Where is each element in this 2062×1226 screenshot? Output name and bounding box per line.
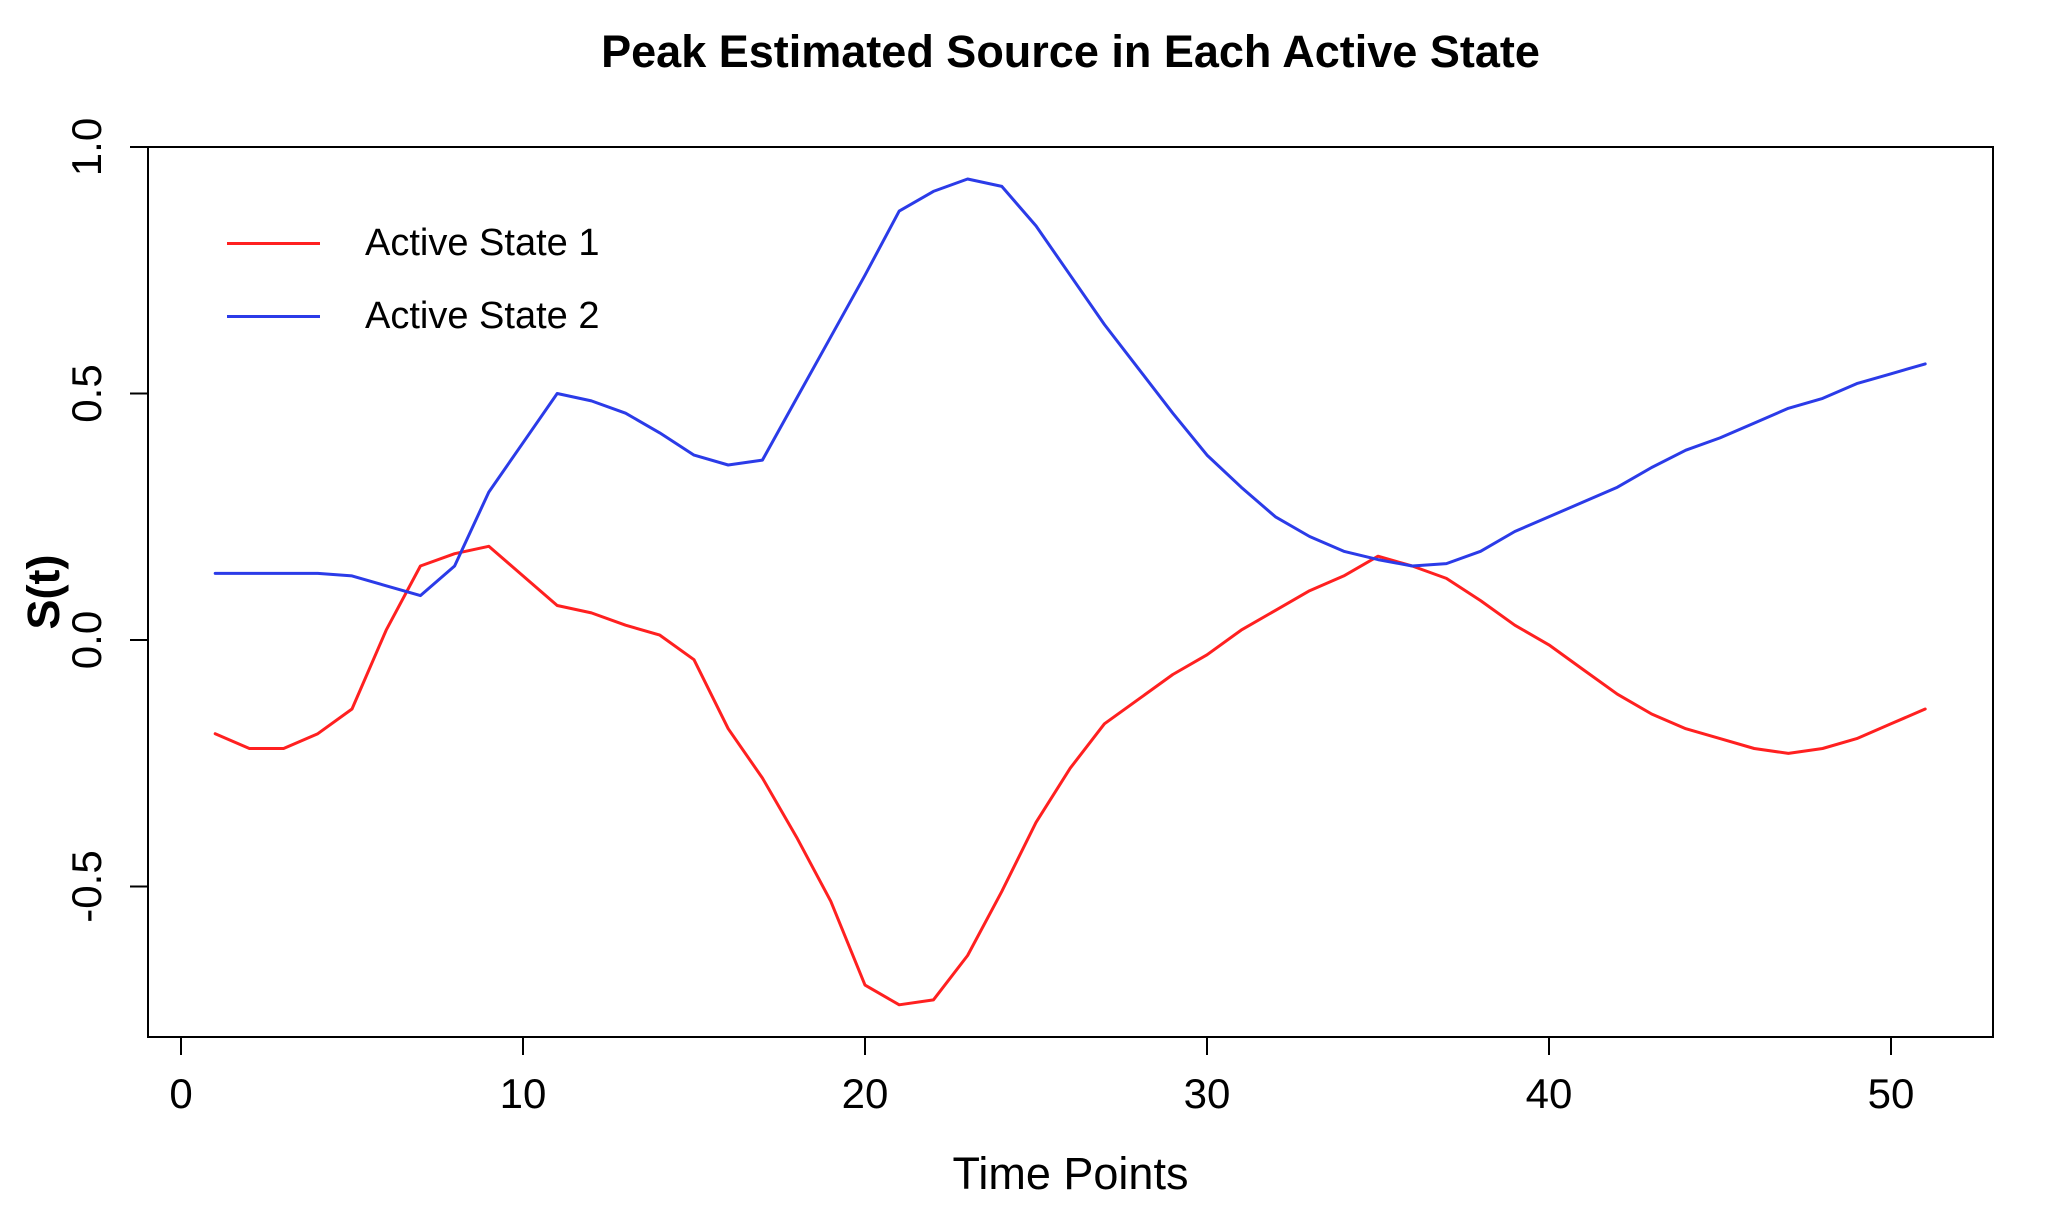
y-tick-label: 1.0 <box>63 118 110 176</box>
x-axis-title: Time Points <box>952 1148 1189 1199</box>
y-tick-label: 0.0 <box>63 611 110 669</box>
x-tick-label: 40 <box>1526 1070 1573 1117</box>
chart-title: Peak Estimated Source in Each Active Sta… <box>601 26 1540 77</box>
y-tick-label: 0.5 <box>63 364 110 422</box>
series-line-active-state-2 <box>213 177 1927 598</box>
legend-label: Active State 1 <box>365 222 600 264</box>
series-line-active-state-1 <box>213 544 1927 1007</box>
legend-item-active-state-2: Active State 2 <box>227 280 599 353</box>
legend-line-sample-red <box>227 242 320 245</box>
legend: Active State 1 Active State 2 <box>227 207 599 353</box>
legend-item-active-state-1: Active State 1 <box>227 207 599 280</box>
y-tick-label: -0.5 <box>63 850 110 922</box>
legend-label: Active State 2 <box>365 295 600 337</box>
plot-box <box>147 146 1994 1038</box>
y-axis-title: S(t) <box>18 554 69 630</box>
axes-layer: 0 10 20 30 40 50 -0.5 0.0 0.5 1.0 <box>63 118 1994 1117</box>
x-tick-label: 50 <box>1868 1070 1915 1117</box>
x-tick-label: 10 <box>500 1070 547 1117</box>
x-tick-label: 30 <box>1184 1070 1231 1117</box>
series-layer <box>213 177 1927 1007</box>
x-tick-label: 0 <box>169 1070 192 1117</box>
x-tick-label: 20 <box>842 1070 889 1117</box>
legend-line-sample-blue <box>227 315 320 318</box>
